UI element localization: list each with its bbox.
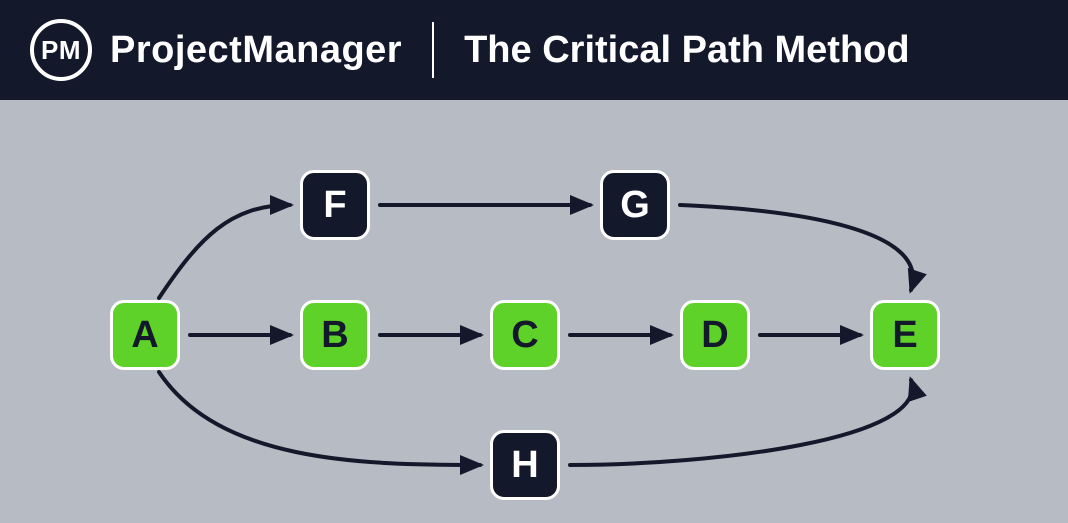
node-label: H [511,444,538,487]
node-G: G [600,170,670,240]
node-H: H [490,430,560,500]
node-B: B [300,300,370,370]
logo-badge: PM [30,19,92,81]
edge-H-E [570,380,912,465]
node-D: D [680,300,750,370]
edge-A-F [159,205,290,298]
node-label: F [323,184,346,227]
edge-G-E [680,205,913,290]
node-label: G [620,184,650,227]
node-label: B [321,314,348,357]
page-title: The Critical Path Method [464,29,909,72]
brand-name: ProjectManager [110,29,402,72]
node-label: C [511,314,538,357]
edge-A-H [159,372,480,465]
node-C: C [490,300,560,370]
node-A: A [110,300,180,370]
logo-badge-text: PM [41,35,81,66]
header-divider [432,22,434,78]
node-F: F [300,170,370,240]
diagram-canvas: A B C D E F G H [0,100,1068,523]
header-bar: PM ProjectManager The Critical Path Meth… [0,0,1068,100]
node-label: D [701,314,728,357]
node-E: E [870,300,940,370]
node-label: E [892,314,917,357]
node-label: A [131,314,158,357]
